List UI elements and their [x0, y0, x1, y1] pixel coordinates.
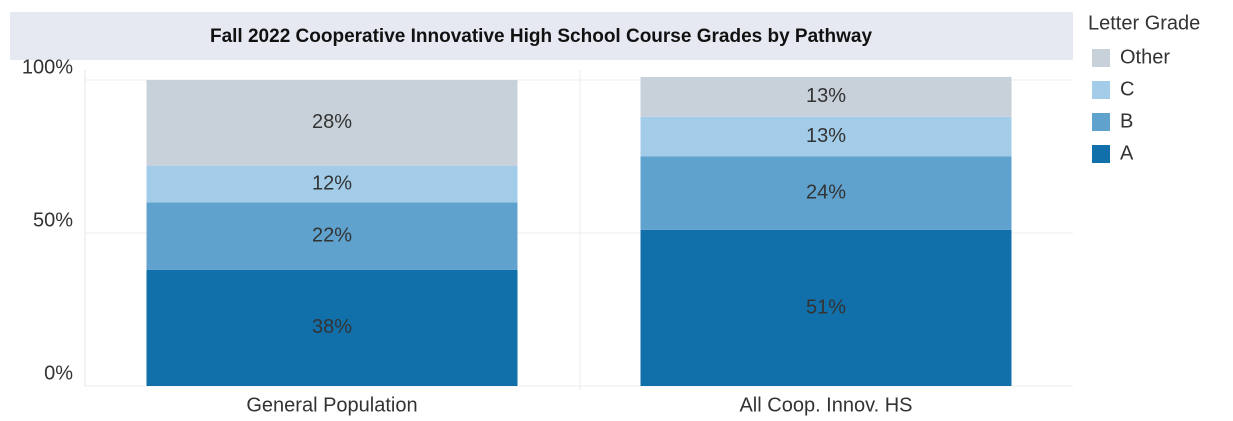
- title-bar: [10, 12, 1073, 60]
- bar-segment: [146, 165, 518, 203]
- value-label: 28%: [312, 111, 352, 133]
- value-label: 24%: [806, 182, 846, 204]
- value-label: 13%: [806, 125, 846, 147]
- value-label: 13%: [806, 85, 846, 107]
- x-tick-label: General Population: [246, 394, 417, 416]
- bar-segment: [146, 269, 518, 386]
- value-label: 38%: [312, 316, 352, 338]
- value-label: 12%: [312, 172, 352, 194]
- legend-label: Other: [1120, 46, 1170, 68]
- bar-segment: [146, 80, 518, 166]
- legend-title: Letter Grade: [1088, 12, 1200, 34]
- bar-segment: [640, 156, 1012, 230]
- value-label: 22%: [312, 224, 352, 246]
- bar-segment: [640, 116, 1012, 157]
- legend-swatch: [1092, 49, 1110, 67]
- bar-segment: [640, 76, 1012, 117]
- legend-label: B: [1120, 110, 1133, 132]
- y-tick-label: 50%: [33, 209, 73, 231]
- legend-swatch: [1092, 145, 1110, 163]
- legend-swatch: [1092, 113, 1110, 131]
- bar-segment: [146, 202, 518, 270]
- y-tick-label: 100%: [22, 56, 73, 78]
- legend-label: C: [1120, 78, 1134, 100]
- x-tick-label: All Coop. Innov. HS: [739, 394, 912, 416]
- bar-segment: [640, 229, 1012, 386]
- chart-title: Fall 2022 Cooperative Innovative High Sc…: [210, 26, 872, 47]
- y-tick-label: 0%: [44, 362, 73, 384]
- legend-label: A: [1120, 142, 1134, 164]
- value-label: 51%: [806, 296, 846, 318]
- legend-swatch: [1092, 81, 1110, 99]
